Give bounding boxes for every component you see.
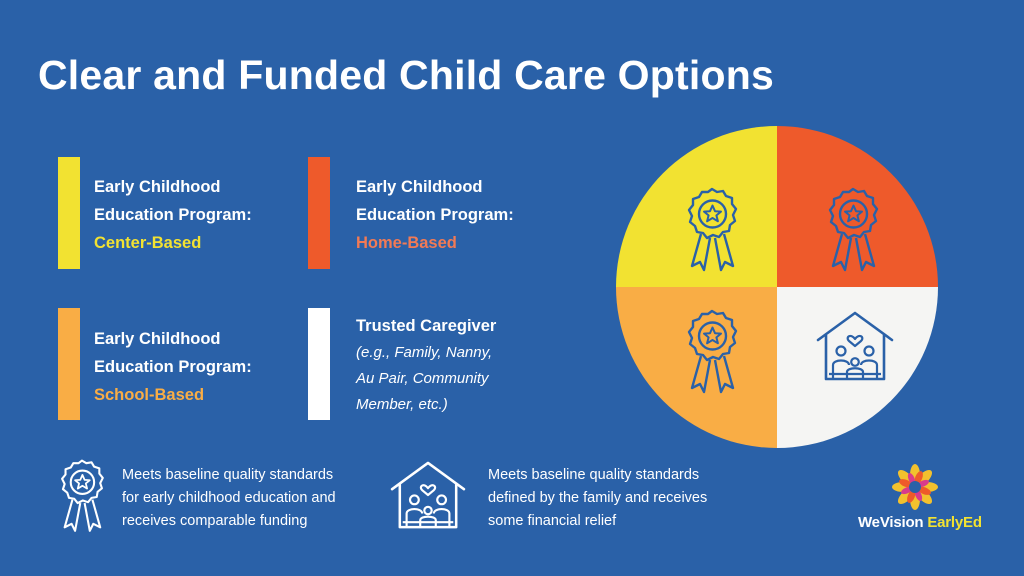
card-line2: Education Program: bbox=[356, 206, 514, 224]
legend-award: Meets baseline quality standards for ear… bbox=[56, 456, 376, 536]
legend-line2: for early childhood education and bbox=[122, 490, 336, 506]
card-highlight: School-Based bbox=[94, 386, 205, 404]
card-sub2: Au Pair, Community bbox=[356, 370, 489, 387]
card-line1: Early Childhood bbox=[356, 178, 483, 196]
award-ribbon-icon bbox=[56, 458, 108, 536]
page-title: Clear and Funded Child Care Options bbox=[38, 52, 774, 98]
card-home-based: Early Childhood Education Program: Home-… bbox=[308, 157, 568, 269]
wevision-logo-text: WeVision EarlyEd bbox=[858, 514, 982, 531]
legend-line2: defined by the family and receives bbox=[488, 490, 708, 506]
color-bar-orange bbox=[58, 308, 80, 420]
card-line2: Education Program: bbox=[94, 206, 252, 224]
card-line1: Trusted Caregiver bbox=[356, 317, 497, 335]
card-sub1: (e.g., Family, Nanny, bbox=[356, 344, 493, 361]
legend-line1: Meets baseline quality standards bbox=[488, 467, 700, 483]
legend-line3: receives comparable funding bbox=[122, 513, 308, 529]
card-line1: Early Childhood bbox=[94, 330, 221, 348]
family-house-icon bbox=[388, 460, 468, 530]
card-highlight: Home-Based bbox=[356, 234, 457, 252]
logo-part2: EarlyEd bbox=[927, 514, 982, 531]
card-trusted-caregiver: Trusted Caregiver (e.g., Family, Nanny, … bbox=[308, 308, 568, 420]
card-sub3: Member, etc.) bbox=[356, 396, 448, 413]
legend-house: Meets baseline quality standards defined… bbox=[388, 458, 768, 538]
pie-quadrant-school-based bbox=[616, 287, 777, 448]
pie-quadrant-home-based bbox=[777, 126, 938, 287]
color-bar-white bbox=[308, 308, 330, 420]
pie-quadrant-center-based bbox=[616, 126, 777, 287]
wevision-logo-flower bbox=[892, 464, 938, 510]
card-school-based: Early Childhood Education Program: Schoo… bbox=[58, 308, 298, 420]
quadrant-pie bbox=[616, 126, 938, 448]
card-line1: Early Childhood bbox=[94, 178, 221, 196]
color-bar-yellow bbox=[58, 157, 80, 269]
card-highlight: Center-Based bbox=[94, 234, 202, 252]
legend-line3: some financial relief bbox=[488, 513, 617, 529]
card-line2: Education Program: bbox=[94, 358, 252, 376]
legend-line1: Meets baseline quality standards bbox=[122, 467, 334, 483]
color-bar-red bbox=[308, 157, 330, 269]
logo-part1: WeVision bbox=[858, 514, 928, 531]
card-center-based: Early Childhood Education Program: Cente… bbox=[58, 157, 298, 269]
